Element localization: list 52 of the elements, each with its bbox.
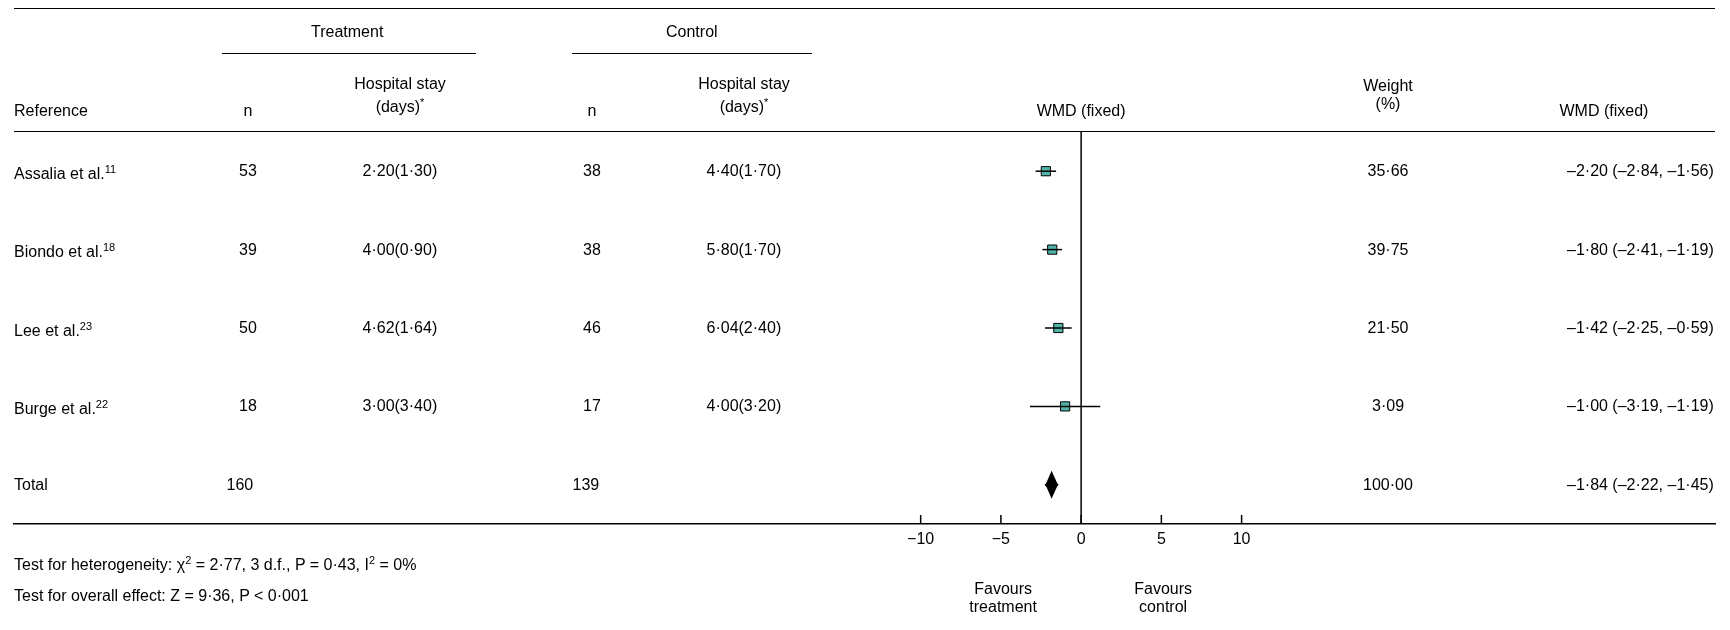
annotation: 4·62(1·64) [362,319,438,337]
annotation: 4·00(3·20) [706,397,782,416]
text: Hospital stay (days)$^{*}$ [353,74,447,116]
annotation: –1·80 (–2·41, –1·19) [1567,240,1714,259]
x-tick-label: 10 [1232,530,1251,548]
text: WMD (fixed) [1559,102,1649,120]
annotation: 3·09 [1372,397,1405,416]
text: n [243,102,253,120]
annotation: 100·00 [1363,475,1413,494]
annotation: 39·75 [1367,240,1409,259]
annotation: 2·20(1·30) [362,162,438,181]
y-tick-label: Burge et al.$^{22}$ [14,396,109,419]
annotation: –1·42 (–2·25, –0·59) [1567,319,1714,337]
text: Weight (%) [1362,77,1414,113]
text: Favours treatment [968,580,1038,616]
annotation: 38 [583,240,601,259]
x-tick-label: 0 [1076,530,1086,548]
x-tick-label: 5 [1156,530,1166,548]
annotation: 39 [239,240,257,259]
annotation: 53 [239,162,257,181]
text: Test for overall effect: Z = 9·36, P < 0·001 [14,587,309,605]
annotation: 3·00(3·40) [362,397,438,416]
x-tick-label: −5 [991,530,1011,548]
text: Control [666,23,718,41]
annotation: 46 [583,319,601,337]
annotation: –2·20 (–2·84, –1·56) [1567,162,1714,181]
annotation: 160 [226,475,254,494]
annotation: –1·00 (–3·19, –1·19) [1567,397,1714,416]
text: Test for heterogeneity: χ$^{2}$ = 2·77, 3 d.f., P = 0·43, I$^{2}$ = 0% [14,552,417,574]
text: Reference [14,102,88,120]
annotation: –1·84 (–2·22, –1·45) [1567,475,1714,494]
annotation: 6·04(2·40) [706,319,782,337]
y-tick-label: Biondo et al.$^{18}$ [14,240,116,262]
x-axis-title: WMD (fixed) [1036,102,1126,120]
text: n [587,102,597,120]
annotation: 38 [583,162,601,181]
annotation: 35·66 [1367,162,1409,181]
annotation: 5·80(1·70) [706,240,782,259]
text: Hospital stay (days)$^{*}$ [697,74,791,116]
text: Treatment [311,23,384,41]
text: Favours control [1133,580,1193,616]
x-tick-label: −10 [907,530,935,548]
y-tick-label: Total [14,475,48,494]
annotation: 4·40(1·70) [706,162,782,181]
annotation: 17 [583,397,601,416]
annotation: 139 [572,475,600,494]
annotation: 4·00(0·90) [362,240,438,259]
annotation: 50 [239,319,257,337]
annotation: 21·50 [1367,319,1409,337]
y-tick-label: Assalia et al.$^{11}$ [14,161,117,184]
y-tick-label: Lee et al.$^{23}$ [14,318,93,340]
annotation: 18 [239,397,257,416]
